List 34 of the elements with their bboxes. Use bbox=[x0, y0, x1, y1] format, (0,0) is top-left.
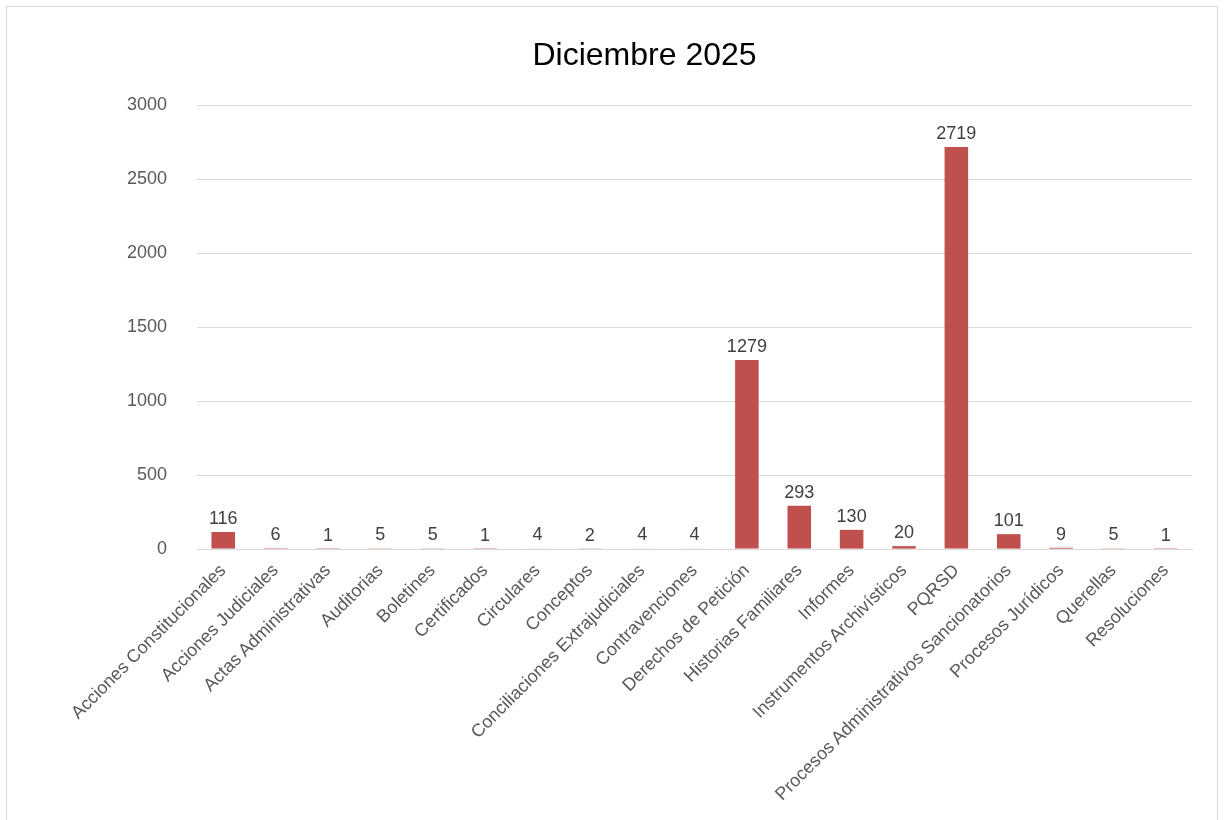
data-label: 5 bbox=[427, 524, 438, 545]
data-label: 2 bbox=[584, 524, 595, 545]
data-label: 1 bbox=[480, 524, 491, 545]
bar bbox=[839, 529, 864, 549]
bar bbox=[211, 531, 236, 549]
data-label: 4 bbox=[532, 524, 543, 545]
data-label: 9 bbox=[1056, 523, 1067, 544]
y-tick-label: 3000 bbox=[127, 94, 168, 115]
data-label: 101 bbox=[993, 510, 1024, 531]
y-tick-label: 2000 bbox=[127, 242, 168, 263]
bar bbox=[944, 146, 969, 549]
chart-title: Diciembre 2025 bbox=[532, 36, 757, 73]
data-label: 5 bbox=[375, 524, 386, 545]
bar bbox=[735, 359, 759, 549]
y-tick-label: 0 bbox=[157, 538, 168, 559]
y-tick-label: 1500 bbox=[127, 316, 168, 337]
data-label: 4 bbox=[689, 524, 700, 545]
data-label: 2719 bbox=[936, 122, 977, 143]
bar bbox=[892, 546, 916, 549]
data-label: 293 bbox=[784, 481, 815, 502]
bar bbox=[996, 534, 1021, 549]
data-label: 20 bbox=[893, 522, 914, 543]
y-tick-label: 500 bbox=[137, 464, 168, 485]
bar bbox=[787, 505, 812, 549]
data-label: 116 bbox=[208, 507, 238, 528]
data-label: 1 bbox=[322, 524, 333, 545]
data-label: 1 bbox=[1160, 524, 1171, 545]
data-label: 1279 bbox=[726, 335, 767, 356]
data-label: 4 bbox=[637, 524, 648, 545]
data-label: 6 bbox=[270, 524, 281, 545]
y-tick-label: 1000 bbox=[127, 390, 168, 411]
data-label: 5 bbox=[1108, 524, 1119, 545]
y-tick-label: 2500 bbox=[127, 168, 168, 189]
data-label: 130 bbox=[836, 505, 867, 526]
